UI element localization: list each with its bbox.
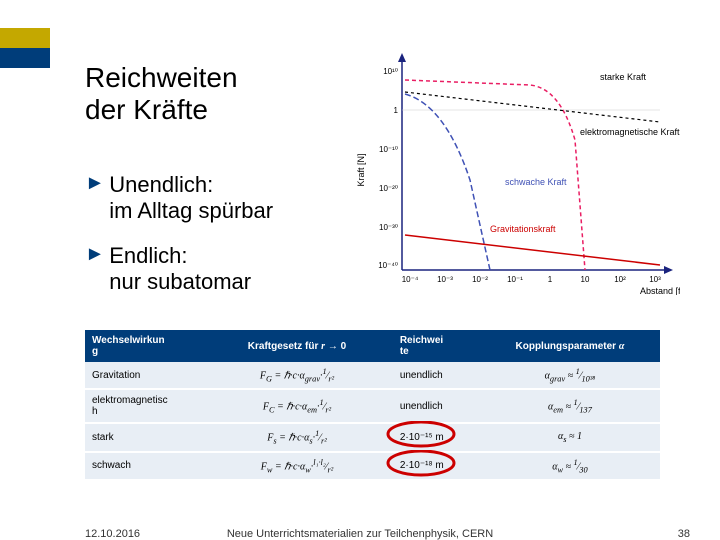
page-title: Reichweiten der Kräfte [85, 62, 238, 126]
svg-text:10⁻¹⁰: 10⁻¹⁰ [379, 145, 398, 154]
svg-text:10⁻⁴⁰: 10⁻⁴⁰ [378, 261, 398, 270]
bullet-marker-icon: ► [85, 243, 105, 266]
svg-text:starke Kraft: starke Kraft [600, 72, 647, 82]
svg-text:1: 1 [394, 106, 399, 115]
svg-text:Kraft [N]: Kraft [N] [356, 153, 366, 186]
col-range: Reichweite [393, 330, 480, 362]
svg-text:Gravitationskraft: Gravitationskraft [490, 224, 556, 234]
svg-text:1: 1 [548, 275, 553, 284]
highlight-oval-icon [388, 422, 454, 446]
bullet-list: ► Unendlich: im Alltag spürbar ► Endlich… [85, 172, 273, 314]
svg-text:10⁻¹: 10⁻¹ [507, 275, 523, 284]
table-row: stark Fs = ℏ·c·αs·1⁄r² 2·10⁻¹⁵ m αs ≈ 1 [85, 423, 660, 451]
table-row: schwach Fw = ℏ·c·αw·l₁·l₂⁄r² 2·10⁻¹⁸ m α… [85, 452, 660, 480]
em-force-line [405, 92, 660, 122]
svg-text:10³: 10³ [649, 275, 661, 284]
svg-text:Abstand [fm]: Abstand [fm] [640, 286, 680, 295]
footer-pagenum: 38 [678, 528, 690, 540]
strong-force-line [405, 80, 585, 270]
bullet-text: Unendlich: im Alltag spürbar [109, 172, 273, 225]
bullet-text: Endlich: nur subatomar [109, 243, 251, 296]
svg-text:10²: 10² [614, 275, 626, 284]
gravity-force-line [405, 235, 660, 265]
bullet-item: ► Endlich: nur subatomar [85, 243, 273, 296]
bullet-item: ► Unendlich: im Alltag spürbar [85, 172, 273, 225]
svg-text:10⁻²⁰: 10⁻²⁰ [379, 184, 398, 193]
footer-date: 12.10.2016 [85, 528, 140, 540]
col-coupling: Kopplungsparameter α [480, 330, 660, 362]
svg-text:10⁻⁴: 10⁻⁴ [402, 275, 419, 284]
svg-text:elektromagnetische Kraft: elektromagnetische Kraft [580, 127, 680, 137]
chart-svg: 10¹⁰ 1 10⁻¹⁰ 10⁻²⁰ 10⁻³⁰ 10⁻⁴⁰ 10⁻⁴ 10⁻³… [350, 50, 680, 295]
svg-text:10⁻²: 10⁻² [472, 275, 488, 284]
svg-text:10⁻³: 10⁻³ [437, 275, 453, 284]
col-law: Kraftgesetz für r → 0 [201, 330, 393, 362]
header-band-yellow [0, 28, 50, 48]
title-line2: der Kräfte [85, 94, 208, 125]
col-interaction: Wechselwirkung [85, 330, 201, 362]
forces-table: Wechselwirkung Kraftgesetz für r → 0 Rei… [85, 330, 660, 481]
svg-text:10: 10 [581, 275, 590, 284]
table-header-row: Wechselwirkung Kraftgesetz für r → 0 Rei… [85, 330, 660, 362]
table-row: elektromagnetisch FC = ℏ·c·αem·1⁄r² unen… [85, 389, 660, 423]
table-row: Gravitation FG = ℏ·c·αgrav·1⁄r² unendlic… [85, 362, 660, 389]
title-line1: Reichweiten [85, 62, 238, 93]
highlight-oval-icon [388, 451, 454, 475]
force-range-chart: 10¹⁰ 1 10⁻¹⁰ 10⁻²⁰ 10⁻³⁰ 10⁻⁴⁰ 10⁻⁴ 10⁻³… [350, 50, 680, 295]
svg-text:schwache Kraft: schwache Kraft [505, 177, 567, 187]
footer-center: Neue Unterrichtsmaterialien zur Teilchen… [227, 528, 493, 540]
svg-text:10¹⁰: 10¹⁰ [383, 67, 398, 76]
svg-text:10⁻³⁰: 10⁻³⁰ [379, 223, 398, 232]
header-band-blue [0, 48, 50, 68]
bullet-marker-icon: ► [85, 172, 105, 195]
